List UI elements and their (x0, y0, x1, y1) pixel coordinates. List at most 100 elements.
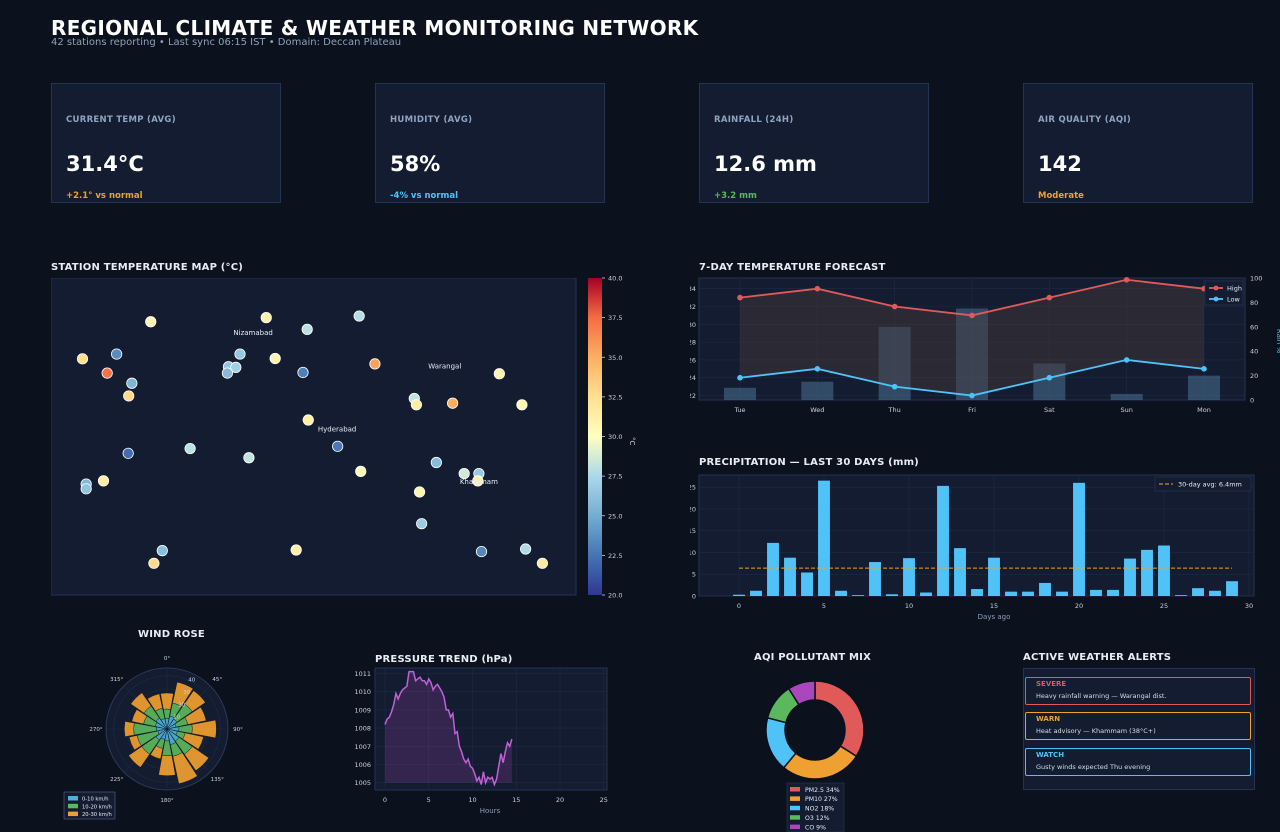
precip-bar (1141, 549, 1153, 596)
alert-level: WARN (1036, 715, 1061, 723)
alert-severe[interactable]: SEVERE Heavy rainfall warning — Warangal… (1025, 677, 1251, 705)
colorbar-tick-label: 25.0 (608, 512, 622, 520)
forecast-point (1046, 374, 1053, 381)
legend-label: PM2.5 34% (805, 787, 840, 794)
x-tick-label: 25 (1160, 602, 1168, 610)
legend-label: High (1227, 285, 1242, 293)
y-tick-label: 22 (690, 392, 696, 400)
precip-bar (971, 589, 983, 596)
forecast-point (814, 366, 821, 372)
legend-box (1154, 476, 1252, 492)
rose-wedge (128, 735, 142, 751)
precip-bar (937, 485, 949, 596)
forecast-point (1123, 276, 1130, 283)
pressure-chart: 1005 1006 1007 1008 1009 1010 1011 0 5 10 15 20 25 Ho… (354, 667, 608, 815)
legend-box (1204, 280, 1244, 306)
y2-tick-label: 20 (1250, 372, 1258, 380)
forecast-axes: 22 24 26 28 30 32 34 0 20 40 60 80 100 Tue Wed Thu Fri Sa… (690, 275, 1280, 415)
forecast-point (969, 312, 975, 319)
alert-level: SEVERE (1036, 680, 1067, 688)
alert-watch[interactable]: WATCH Gusty winds expected Thu evening (1025, 748, 1251, 776)
station-point (123, 390, 135, 402)
colorbar-tick-label: 40.0 (608, 276, 622, 283)
y-tick-label: 24 (690, 374, 696, 382)
kpi-label: RAINFALL (24H) (714, 115, 794, 125)
station-point (332, 440, 344, 452)
kpi-delta: +2.1° vs normal (66, 191, 143, 201)
y-tick-label: 0 (692, 593, 696, 601)
map-section-title: STATION TEMPERATURE MAP (°C) (51, 262, 244, 273)
precip-bar (869, 562, 881, 596)
forecast-point (814, 285, 821, 292)
precip-bar (920, 592, 932, 596)
forecast-point (1201, 366, 1207, 372)
station-point (536, 557, 548, 569)
x-tick-label: 10 (468, 796, 476, 804)
x-tick-label: Tue (733, 406, 745, 414)
colorbar-tick-label: 27.5 (608, 473, 622, 481)
rain-bar (956, 308, 988, 400)
x-tick-label: 10 (905, 602, 913, 610)
kpi-label: CURRENT TEMP (AVG) (66, 115, 176, 125)
pressure-series-line (384, 670, 513, 787)
y-tick-label: 1008 (354, 725, 371, 733)
rain-bar (724, 387, 756, 400)
precip-bar (750, 590, 762, 596)
forecast-point (891, 383, 898, 390)
rose-radial-label: 30 (183, 690, 190, 696)
colorbar-label: °C (628, 437, 636, 446)
colorbar-tick-label: 32.5 (608, 393, 622, 401)
aqi-donut-chart: PM2.5 34% PM10 27% NO2 18% O3 12% CO 9% (765, 680, 865, 832)
rose-wedge (172, 752, 198, 784)
x-tick-label: 20 (1075, 602, 1083, 610)
aqi-section-title: AQI POLLUTANT MIX (754, 652, 872, 663)
legend-swatch (790, 796, 800, 801)
station-point (156, 545, 168, 557)
rose-direction-label: 45° (212, 677, 222, 683)
precip-bar (784, 557, 796, 596)
x-tick-label: Thu (888, 406, 901, 414)
alert-message: Heavy rainfall warning — Warangal dist. (1036, 692, 1167, 700)
kpi-value: 142 (1038, 152, 1082, 176)
kpi-delta: -4% vs normal (390, 191, 459, 201)
kpi-card-humidity: HUMIDITY (AVG) 58% -4% vs normal (375, 83, 605, 203)
precip-bar (1056, 591, 1068, 596)
precip-bar (1192, 588, 1204, 596)
y-tick-label: 25 (690, 484, 696, 492)
precip-bar (1107, 589, 1119, 596)
city-label: Warangal (428, 362, 461, 370)
y2-tick-label: 100 (1250, 275, 1262, 283)
alert-warn[interactable]: WARN Heat advisory — Khammam (38°C+) (1025, 712, 1251, 740)
legend-label: 20-30 km/h (82, 812, 112, 818)
forecast-point (891, 303, 898, 310)
x-tick-label: 15 (990, 602, 998, 610)
forecast-point (1123, 357, 1130, 363)
rose-wedge (184, 746, 209, 771)
rose-direction-label: 225° (110, 777, 123, 783)
station-point (516, 399, 528, 411)
precip-plot-area (698, 474, 1255, 597)
station-point (269, 352, 281, 365)
station-point (234, 348, 246, 360)
x-tick-label: Wed (810, 406, 824, 414)
kpi-label: HUMIDITY (AVG) (390, 115, 473, 125)
x-tick-label: 20 (556, 796, 564, 804)
temperature-range-band (740, 279, 1204, 396)
wind-rose-plot: 10 20 30 40 0° 45° 90° 135° 180° 225° 270° 315° (89, 656, 243, 804)
rain-bar (1110, 393, 1143, 400)
kpi-delta: Moderate (1038, 191, 1084, 201)
kpi-label: AIR QUALITY (AQI) (1038, 115, 1132, 125)
alert-message: Gusty winds expected Thu evening (1036, 763, 1151, 771)
kpi-delta: +3.2 mm (714, 191, 757, 201)
forecast-lines (737, 276, 1207, 399)
forecast-point (1046, 294, 1053, 301)
y2-tick-label: 60 (1250, 323, 1258, 331)
rose-direction-label: 135° (211, 777, 224, 783)
precip-bar (988, 557, 1000, 596)
rose-direction-label: 90° (233, 727, 243, 733)
rose-wedge (172, 681, 194, 707)
precip-bar (1124, 558, 1136, 596)
rose-wedge (150, 745, 164, 760)
y-tick-label: 1011 (354, 670, 371, 678)
donut-slice (782, 745, 858, 780)
